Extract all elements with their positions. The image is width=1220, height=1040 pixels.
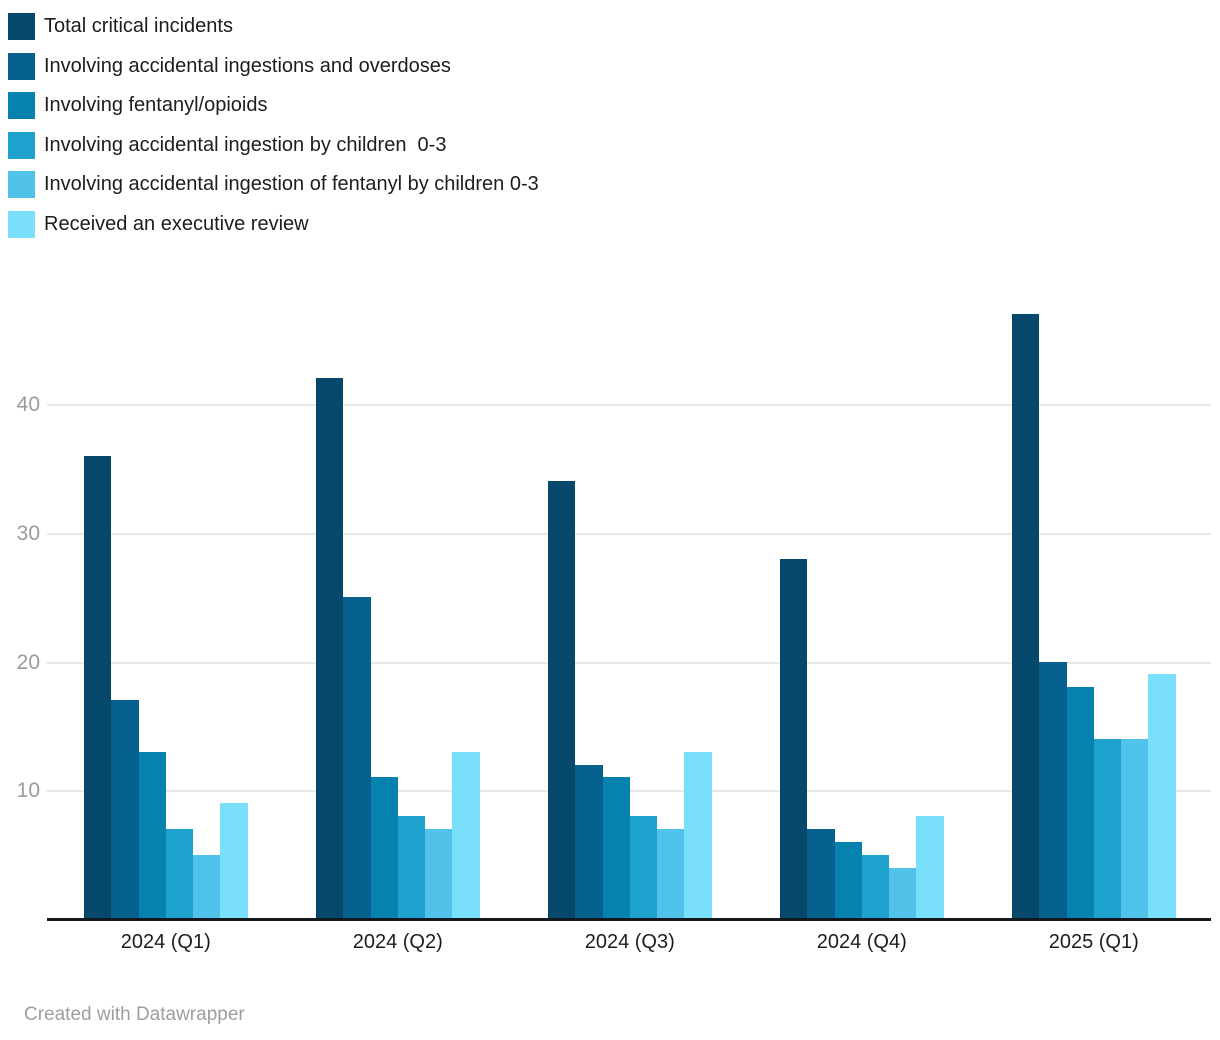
legend: Total critical incidents Involving accide… (8, 13, 539, 250)
bar[interactable] (1093, 738, 1121, 919)
bar[interactable] (343, 597, 371, 919)
legend-swatch (8, 171, 35, 198)
bar[interactable] (84, 455, 112, 919)
bar[interactable] (780, 558, 808, 919)
bar[interactable] (629, 816, 657, 919)
legend-swatch (8, 210, 35, 238)
gridline (47, 661, 1211, 664)
bar[interactable] (1066, 687, 1094, 919)
bar[interactable] (452, 751, 480, 919)
bar[interactable] (1148, 674, 1176, 919)
legend-label: Involving accidental ingestions and over… (44, 54, 451, 77)
bar[interactable] (370, 777, 398, 919)
legend-label: Received an executive review (44, 212, 309, 235)
bar[interactable] (138, 751, 166, 919)
bar[interactable] (657, 828, 685, 919)
bar[interactable] (548, 481, 576, 919)
bar[interactable] (1012, 313, 1040, 919)
x-tick-label: 2024 (Q2) (352, 931, 443, 953)
legend-label: Total critical incidents (44, 15, 233, 37)
bar[interactable] (165, 828, 193, 919)
bar[interactable] (684, 751, 712, 919)
bar[interactable] (861, 854, 889, 919)
bar[interactable] (111, 700, 139, 919)
bar[interactable] (602, 777, 630, 919)
bar[interactable] (397, 816, 425, 919)
x-tick-label: 2024 (Q4) (816, 931, 907, 953)
bar[interactable] (1121, 738, 1149, 919)
x-axis-baseline (47, 918, 1211, 921)
x-tick-label: 2024 (Q1) (120, 931, 211, 953)
legend-item: Received an executive review (8, 210, 539, 238)
bar[interactable] (425, 828, 453, 919)
gridline (47, 532, 1211, 535)
bar[interactable] (1039, 661, 1067, 919)
legend-swatch (8, 92, 35, 119)
legend-item: Involving fentanyl/opioids (8, 92, 539, 119)
bar[interactable] (316, 378, 344, 919)
bar[interactable] (220, 803, 248, 919)
y-tick-label: 40 (16, 393, 40, 416)
legend-label: Involving accidental ingestion of fentan… (44, 173, 539, 195)
bar[interactable] (193, 854, 221, 919)
legend-swatch (8, 52, 35, 80)
legend-item: Involving accidental ingestions and over… (8, 52, 539, 80)
legend-swatch (8, 13, 35, 40)
legend-swatch (8, 131, 35, 159)
x-tick-label: 2024 (Q3) (584, 931, 675, 953)
bar[interactable] (834, 841, 862, 919)
legend-label: Involving fentanyl/opioids (44, 94, 268, 116)
gridline (47, 404, 1211, 406)
legend-item: Involving accidental ingestion by childr… (8, 131, 539, 159)
bar[interactable] (575, 764, 603, 919)
y-tick-label: 10 (16, 779, 40, 803)
bar[interactable] (807, 828, 835, 919)
bar[interactable] (889, 867, 917, 919)
y-tick-label: 30 (16, 521, 40, 545)
legend-label: Involving accidental ingestion by childr… (44, 133, 447, 156)
legend-item: Involving accidental ingestion of fentan… (8, 171, 539, 198)
y-tick-label: 20 (16, 650, 40, 674)
legend-item: Total critical incidents (8, 13, 539, 40)
bar[interactable] (916, 816, 944, 919)
x-tick-label: 2025 (Q1) (1048, 931, 1139, 953)
attribution-link[interactable]: Created with Datawrapper (24, 1004, 245, 1025)
